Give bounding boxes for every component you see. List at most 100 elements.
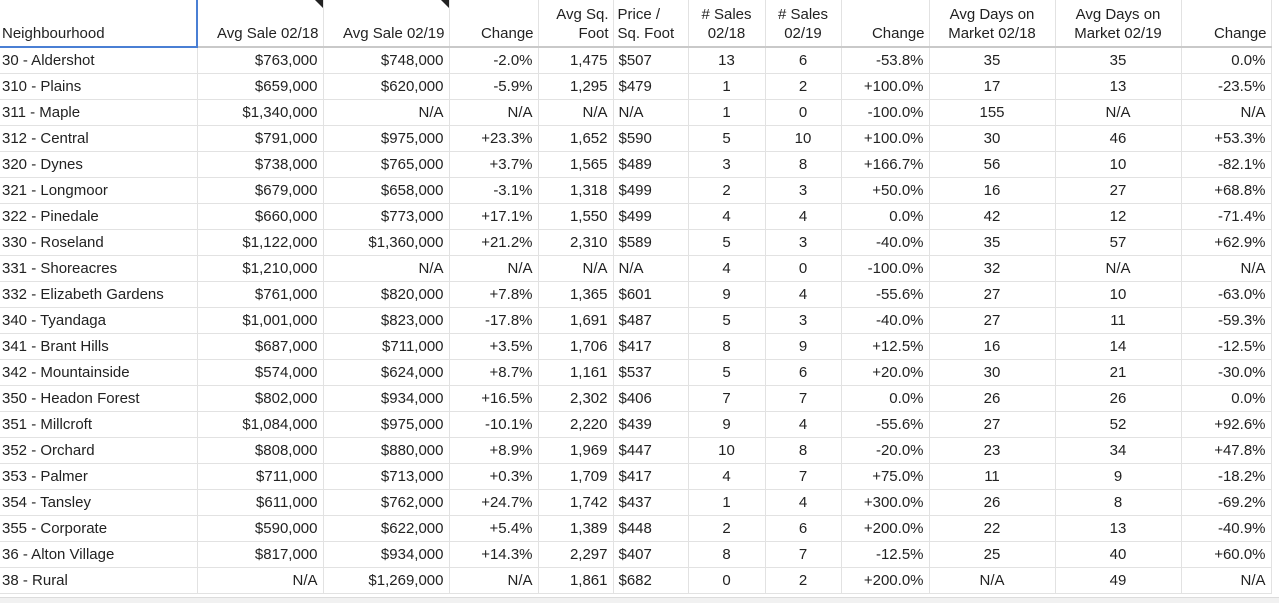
cell-days-change[interactable]: -40.9% bbox=[1181, 515, 1272, 542]
cell-days-on-market-0218[interactable]: 16 bbox=[929, 177, 1056, 204]
cell-avg-sale-0219[interactable]: $711,000 bbox=[323, 333, 450, 360]
cell-avg-sq-foot[interactable]: N/A bbox=[538, 99, 614, 126]
cell-days-on-market-0218[interactable]: 32 bbox=[929, 255, 1056, 282]
cell-neighbourhood[interactable]: 30 - Aldershot bbox=[0, 47, 198, 74]
cell-days-change[interactable]: -69.2% bbox=[1181, 489, 1272, 516]
cell-neighbourhood[interactable]: 322 - Pinedale bbox=[0, 203, 198, 230]
cell-avg-sale-change[interactable]: +3.5% bbox=[449, 333, 539, 360]
cell-sales-change[interactable]: -40.0% bbox=[841, 307, 930, 334]
cell-sales-change[interactable]: 0.0% bbox=[841, 385, 930, 412]
cell-avg-sq-foot[interactable]: 1,365 bbox=[538, 281, 614, 308]
cell-price-per-sq-foot[interactable]: $417 bbox=[613, 463, 689, 490]
cell-days-change[interactable]: -23.5% bbox=[1181, 73, 1272, 100]
cell-avg-sale-0219[interactable]: $934,000 bbox=[323, 385, 450, 412]
cell-days-on-market-0218[interactable]: 26 bbox=[929, 385, 1056, 412]
cell-sales-0218[interactable]: 2 bbox=[688, 515, 766, 542]
cell-avg-sq-foot[interactable]: 1,550 bbox=[538, 203, 614, 230]
cell-sales-change[interactable]: 0.0% bbox=[841, 203, 930, 230]
cell-avg-sale-0218[interactable]: N/A bbox=[197, 567, 324, 594]
cell-days-change[interactable]: N/A bbox=[1181, 567, 1272, 594]
cell-price-per-sq-foot[interactable]: $499 bbox=[613, 177, 689, 204]
cell-price-per-sq-foot[interactable]: $489 bbox=[613, 151, 689, 178]
cell-days-on-market-0219[interactable]: 34 bbox=[1055, 437, 1182, 464]
cell-avg-sale-0218[interactable]: $1,340,000 bbox=[197, 99, 324, 126]
cell-days-on-market-0219[interactable]: 13 bbox=[1055, 73, 1182, 100]
cell-avg-sale-0218[interactable]: $1,084,000 bbox=[197, 411, 324, 438]
cell-avg-sale-0218[interactable]: $1,001,000 bbox=[197, 307, 324, 334]
cell-days-on-market-0218[interactable]: 17 bbox=[929, 73, 1056, 100]
cell-days-on-market-0218[interactable]: 27 bbox=[929, 307, 1056, 334]
cell-avg-sale-0219[interactable]: N/A bbox=[323, 255, 450, 282]
cell-days-change[interactable]: -59.3% bbox=[1181, 307, 1272, 334]
cell-sales-change[interactable]: +100.0% bbox=[841, 73, 930, 100]
cell-avg-sale-0219[interactable]: $620,000 bbox=[323, 73, 450, 100]
cell-price-per-sq-foot[interactable]: $601 bbox=[613, 281, 689, 308]
cell-avg-sale-0218[interactable]: $687,000 bbox=[197, 333, 324, 360]
column-header-sales-change[interactable]: Change bbox=[841, 0, 930, 48]
cell-sales-0218[interactable]: 13 bbox=[688, 47, 766, 74]
cell-price-per-sq-foot[interactable]: N/A bbox=[613, 99, 689, 126]
cell-avg-sq-foot[interactable]: 1,389 bbox=[538, 515, 614, 542]
cell-sales-0218[interactable]: 2 bbox=[688, 177, 766, 204]
cell-sales-change[interactable]: +200.0% bbox=[841, 515, 930, 542]
cell-sales-0218[interactable]: 1 bbox=[688, 73, 766, 100]
cell-neighbourhood[interactable]: 331 - Shoreacres bbox=[0, 255, 198, 282]
cell-price-per-sq-foot[interactable]: $406 bbox=[613, 385, 689, 412]
cell-days-change[interactable]: +53.3% bbox=[1181, 125, 1272, 152]
cell-sales-0219[interactable]: 4 bbox=[765, 411, 842, 438]
cell-avg-sale-0218[interactable]: $761,000 bbox=[197, 281, 324, 308]
cell-days-change[interactable]: -30.0% bbox=[1181, 359, 1272, 386]
cell-sales-change[interactable]: -100.0% bbox=[841, 255, 930, 282]
cell-days-on-market-0218[interactable]: 27 bbox=[929, 411, 1056, 438]
cell-days-on-market-0218[interactable]: 25 bbox=[929, 541, 1056, 568]
filter-triangle-icon[interactable] bbox=[440, 0, 449, 8]
cell-avg-sale-change[interactable]: +16.5% bbox=[449, 385, 539, 412]
cell-sales-0219[interactable]: 2 bbox=[765, 73, 842, 100]
cell-avg-sale-0219[interactable]: $624,000 bbox=[323, 359, 450, 386]
cell-neighbourhood[interactable]: 312 - Central bbox=[0, 125, 198, 152]
cell-avg-sale-0219[interactable]: N/A bbox=[323, 99, 450, 126]
cell-avg-sq-foot[interactable]: 1,161 bbox=[538, 359, 614, 386]
cell-sales-0218[interactable]: 0 bbox=[688, 567, 766, 594]
cell-sales-0219[interactable]: 3 bbox=[765, 229, 842, 256]
cell-avg-sale-0219[interactable]: $1,269,000 bbox=[323, 567, 450, 594]
cell-avg-sale-0218[interactable]: $738,000 bbox=[197, 151, 324, 178]
cell-sales-0218[interactable]: 5 bbox=[688, 359, 766, 386]
cell-days-change[interactable]: +60.0% bbox=[1181, 541, 1272, 568]
cell-sales-0219[interactable]: 2 bbox=[765, 567, 842, 594]
cell-days-on-market-0218[interactable]: 11 bbox=[929, 463, 1056, 490]
cell-days-on-market-0219[interactable]: 27 bbox=[1055, 177, 1182, 204]
cell-avg-sq-foot[interactable]: 2,310 bbox=[538, 229, 614, 256]
cell-avg-sale-0219[interactable]: $773,000 bbox=[323, 203, 450, 230]
cell-days-on-market-0218[interactable]: 26 bbox=[929, 489, 1056, 516]
cell-neighbourhood[interactable]: 340 - Tyandaga bbox=[0, 307, 198, 334]
cell-avg-sale-0219[interactable]: $1,360,000 bbox=[323, 229, 450, 256]
cell-days-change[interactable]: -71.4% bbox=[1181, 203, 1272, 230]
cell-avg-sale-change[interactable]: +5.4% bbox=[449, 515, 539, 542]
cell-avg-sale-0218[interactable]: $660,000 bbox=[197, 203, 324, 230]
cell-sales-0218[interactable]: 3 bbox=[688, 151, 766, 178]
cell-price-per-sq-foot[interactable]: $447 bbox=[613, 437, 689, 464]
cell-price-per-sq-foot[interactable]: $479 bbox=[613, 73, 689, 100]
cell-neighbourhood[interactable]: 354 - Tansley bbox=[0, 489, 198, 516]
cell-avg-sale-0219[interactable]: $820,000 bbox=[323, 281, 450, 308]
cell-days-change[interactable]: +62.9% bbox=[1181, 229, 1272, 256]
cell-neighbourhood[interactable]: 353 - Palmer bbox=[0, 463, 198, 490]
cell-neighbourhood[interactable]: 330 - Roseland bbox=[0, 229, 198, 256]
cell-avg-sq-foot[interactable]: 1,565 bbox=[538, 151, 614, 178]
cell-days-on-market-0219[interactable]: 49 bbox=[1055, 567, 1182, 594]
cell-sales-change[interactable]: -53.8% bbox=[841, 47, 930, 74]
cell-sales-0218[interactable]: 1 bbox=[688, 489, 766, 516]
cell-sales-0218[interactable]: 10 bbox=[688, 437, 766, 464]
cell-price-per-sq-foot[interactable]: $437 bbox=[613, 489, 689, 516]
cell-sales-0218[interactable]: 5 bbox=[688, 125, 766, 152]
cell-avg-sq-foot[interactable]: N/A bbox=[538, 255, 614, 282]
column-header-avg-sale-0219[interactable]: Avg Sale 02/19 bbox=[323, 0, 450, 48]
cell-avg-sale-0219[interactable]: $765,000 bbox=[323, 151, 450, 178]
cell-neighbourhood[interactable]: 38 - Rural bbox=[0, 567, 198, 594]
cell-sales-change[interactable]: +100.0% bbox=[841, 125, 930, 152]
cell-days-on-market-0218[interactable]: 155 bbox=[929, 99, 1056, 126]
column-header-avg-sq-foot[interactable]: Avg Sq. Foot bbox=[538, 0, 614, 48]
cell-neighbourhood[interactable]: 321 - Longmoor bbox=[0, 177, 198, 204]
cell-sales-0219[interactable]: 9 bbox=[765, 333, 842, 360]
